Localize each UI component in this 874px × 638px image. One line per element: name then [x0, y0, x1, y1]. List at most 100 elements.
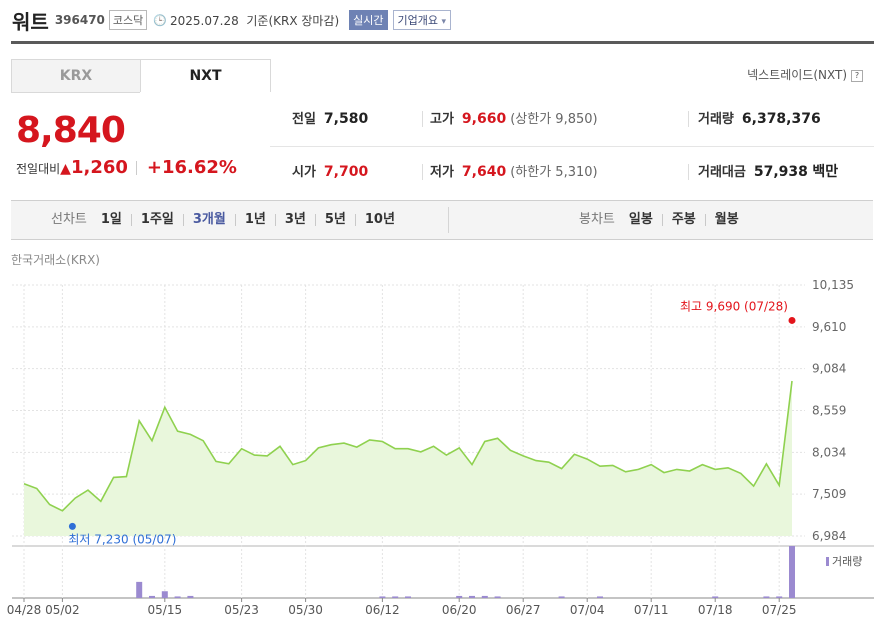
header-divider: [11, 41, 874, 44]
realtime-button[interactable]: 실시간: [349, 10, 388, 30]
period-3m[interactable]: 3개월: [192, 212, 226, 227]
market-badge: 코스닥: [108, 10, 148, 30]
y-tick-label: 9,610: [812, 320, 846, 334]
company-info-label: 기업개요: [397, 14, 439, 27]
high-label: 최고 9,690 (07/28): [680, 299, 788, 313]
period-1y[interactable]: 1년: [244, 212, 266, 227]
low-label: 최저 7,230 (05/07): [68, 532, 176, 546]
period-10y[interactable]: 10년: [364, 212, 395, 227]
volume-legend: 거래량: [832, 555, 862, 568]
line-chart-periods: 선차트 1일 1주일 3개월 1년 3년 5년 10년: [51, 201, 395, 239]
quote-row: 시가 7,700 저가 7,640 (하한가 5,310) 거래대금 57,938 백만: [270, 146, 874, 199]
chevron-down-icon: ▾: [441, 17, 447, 27]
volume-bar: [379, 596, 386, 598]
price-line: [23, 380, 793, 512]
open-value: 7,700: [323, 164, 369, 180]
x-tick-label: 06/27: [506, 603, 541, 617]
lower-limit: (하한가 5,310): [510, 165, 598, 180]
divider: [422, 164, 423, 180]
divider: [422, 111, 423, 127]
price-chart[interactable]: 10,135 9,610 9,084 8,559 8,034 7,509 6,984 04/2…: [0, 270, 874, 638]
volume-bar: [456, 595, 463, 598]
nxt-link-label: 넥스트레이드(NXT): [747, 68, 847, 82]
period-5y[interactable]: 5년: [324, 212, 346, 227]
candle-daily[interactable]: 일봉: [628, 212, 653, 227]
period-3y[interactable]: 3년: [284, 212, 306, 227]
quote-row: 전일 7,580 고가 9,660 (상한가 9,850) 거래량 6,378,376: [270, 93, 874, 147]
price-area: [24, 381, 792, 536]
y-tick-label: 6,984: [812, 529, 846, 543]
current-price: 8,840: [16, 110, 126, 151]
high-price: 고가 9,660 (상한가 9,850): [430, 93, 598, 146]
x-tick-label: 06/12: [365, 603, 400, 617]
divider: [354, 214, 356, 226]
volume-bar: [149, 595, 155, 598]
volume-bar: [776, 596, 783, 598]
divider: [688, 164, 689, 180]
divider: [130, 214, 132, 226]
amount-value: 57,938: [753, 164, 808, 180]
basis-text: 기준(KRX 장마감): [246, 13, 340, 28]
low-marker: [68, 522, 76, 530]
volume-bar: [558, 596, 565, 598]
high-marker: [788, 316, 796, 324]
nxt-link[interactable]: 넥스트레이드(NXT)?: [747, 66, 863, 83]
x-tick-label: 05/30: [288, 603, 323, 617]
candle-chart-label: 봉차트: [579, 212, 615, 227]
period-1w[interactable]: 1주일: [140, 212, 174, 227]
volume-bar: [494, 596, 501, 598]
open-label: 시가: [292, 165, 316, 180]
volume-bar: [763, 596, 770, 598]
change-label: 전일대비: [16, 162, 61, 176]
candle-chart-periods: 봉차트 일봉 주봉 월봉: [579, 201, 739, 239]
volume-bar: [187, 595, 194, 598]
period-1d[interactable]: 1일: [100, 212, 122, 227]
amount-label: 거래대금: [698, 165, 746, 180]
x-tick-label: 07/11: [634, 603, 669, 617]
exchange-tabs: KRX NXT: [11, 59, 271, 93]
high-label: 고가: [430, 112, 454, 127]
volume-bar: [481, 595, 488, 598]
prev-value: 7,580: [323, 111, 369, 127]
tab-nxt[interactable]: NXT: [140, 59, 271, 92]
volume-bar: [174, 596, 181, 598]
low-price: 저가 7,640 (하한가 5,310): [430, 146, 598, 199]
x-tick-label: 05/15: [148, 603, 183, 617]
stock-header: 워트 396470 코스닥 🕒 2025.07.28 기준(KRX 장마감) 실…: [12, 6, 452, 34]
volume-bar: [136, 581, 143, 598]
amount-unit: 백만: [812, 164, 839, 180]
exchange-label: 한국거래소(KRX): [11, 253, 100, 267]
prev-close: 전일 7,580: [292, 93, 368, 146]
up-arrow-icon: ▲: [60, 161, 71, 177]
date-text: 2025.07.28: [170, 13, 239, 28]
basis-date: 2025.07.28 기준(KRX 장마감): [170, 12, 339, 29]
volume-label: 거래량: [698, 112, 734, 127]
volume-value: 6,378,376: [741, 111, 821, 127]
change-percent: +16.62%: [146, 157, 237, 178]
volume-bar: [597, 596, 603, 598]
low-value: 7,640: [461, 164, 507, 180]
tab-krx[interactable]: KRX: [11, 59, 140, 93]
line-chart-label: 선차트: [51, 212, 87, 227]
candle-weekly[interactable]: 주봉: [671, 212, 696, 227]
volume-bar: [712, 596, 719, 598]
divider: [182, 214, 184, 226]
y-tick-label: 9,084: [812, 362, 846, 376]
volume-bar: [392, 596, 399, 598]
help-icon[interactable]: ?: [851, 69, 863, 82]
x-tick-label: 04/28: [7, 603, 42, 617]
volume-bar: [469, 595, 475, 598]
company-info-button[interactable]: 기업개요 ▾: [392, 10, 452, 30]
divider: [661, 214, 663, 226]
x-tick-label: 07/18: [698, 603, 733, 617]
low-label: 저가: [430, 165, 454, 180]
open-price: 시가 7,700: [292, 146, 368, 199]
y-tick-label: 7,509: [812, 487, 846, 501]
y-tick-label: 8,559: [812, 404, 846, 418]
x-tick-label: 07/25: [762, 603, 797, 617]
x-tick-label: 06/20: [442, 603, 477, 617]
candle-monthly[interactable]: 월봉: [714, 212, 739, 227]
stock-name: 워트: [12, 9, 49, 34]
volume-stat: 거래량 6,378,376: [698, 93, 821, 146]
volume-legend-swatch: [826, 557, 829, 566]
